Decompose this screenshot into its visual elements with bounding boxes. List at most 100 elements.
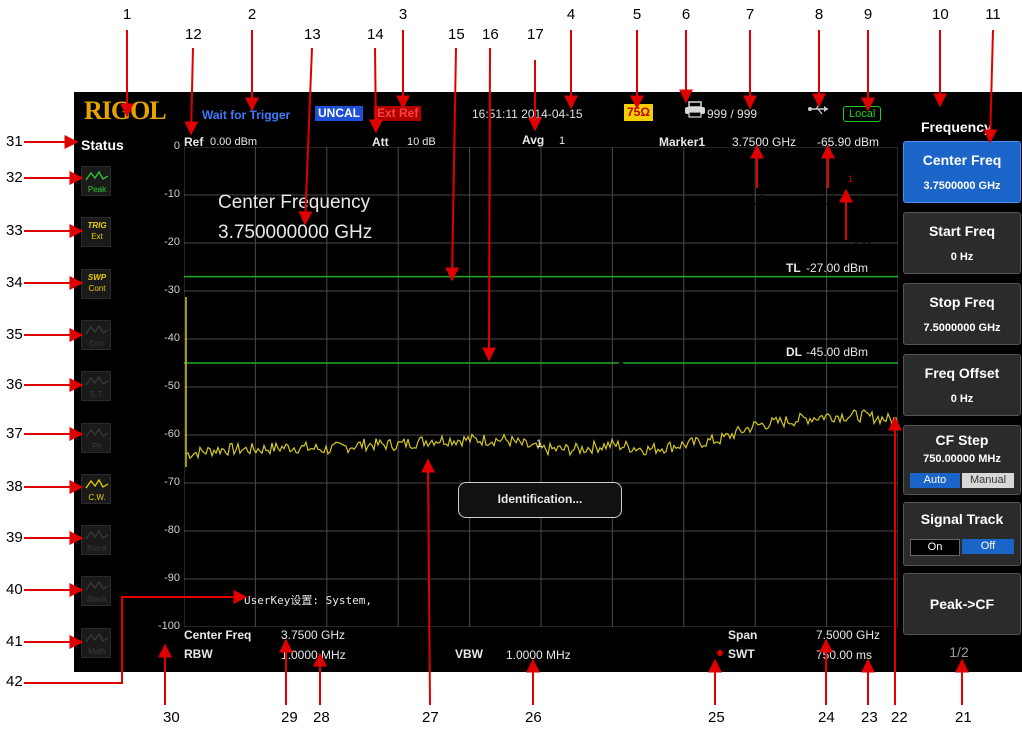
center-freq-key-label: Center Freq	[922, 152, 1002, 168]
callout-number-3: 3	[398, 6, 408, 23]
status-icon-bottom: C.W.	[88, 492, 106, 502]
status-icon-bottom: Math	[88, 646, 106, 656]
uncal-badge: UNCAL	[315, 106, 363, 121]
cf-step-key-label: CF Step	[935, 432, 989, 448]
callout-number-25: 25	[708, 709, 725, 726]
center-freq-key[interactable]: Center Freq 3.7500000 GHz	[903, 141, 1021, 203]
dl-value: -45.00 dBm	[806, 345, 869, 359]
cf-step-key[interactable]: CF Step 750.00000 MHz Auto Manual	[903, 425, 1021, 495]
status-icon-cw: C.W.	[81, 473, 111, 504]
status-icon-bottom: Peak	[87, 185, 107, 194]
cf-step-key-value: 750.00000 MHz	[923, 453, 1001, 465]
footer-vbw-value: 1.0000 MHz	[506, 648, 571, 662]
callout-number-38: 38	[6, 478, 23, 495]
stop-freq-key[interactable]: Stop Freq 7.5000000 GHz	[903, 283, 1021, 345]
footer-span-label: Span	[728, 628, 758, 642]
y-tick-label: 0	[173, 140, 180, 152]
y-tick-label: -20	[164, 236, 180, 248]
callout-number-12: 12	[185, 26, 202, 43]
status-title: Status	[81, 137, 124, 153]
ext-ref-badge: Ext Ref	[374, 106, 422, 121]
callout-number-37: 37	[6, 425, 23, 442]
grid-lines	[184, 147, 898, 627]
status-icon-bottom: Corr	[89, 338, 105, 348]
y-tick-label: -60	[164, 428, 180, 440]
printer-icon	[685, 101, 705, 118]
status-icon-pa: PA	[81, 422, 111, 453]
footer-center-freq-label: Center Freq	[184, 628, 252, 642]
status-icon-corr: Corr	[81, 319, 111, 350]
status-icon-top: SWP	[87, 272, 107, 282]
callout-number-27: 27	[422, 709, 439, 726]
status-icon-bottom: Blank	[86, 544, 107, 554]
callout-arrow	[482, 47, 497, 362]
signal-track-key[interactable]: Signal Track On Off	[903, 502, 1021, 566]
callout-number-35: 35	[6, 326, 23, 343]
callout-number-18: 18	[749, 192, 766, 209]
center-frequency-title: Center Frequency	[218, 192, 371, 213]
peak-to-cf-key[interactable]: Peak->CF	[903, 573, 1021, 635]
footer-span-value: 7.5000 GHz	[816, 628, 881, 642]
callout-number-21: 21	[955, 709, 972, 726]
callout-number-31: 31	[6, 133, 23, 150]
cf-step-auto-toggle[interactable]: Auto	[910, 473, 960, 488]
y-tick-label: -80	[164, 524, 180, 536]
callout-number-32: 32	[6, 169, 23, 186]
freq-offset-key-value: 0 Hz	[950, 393, 974, 405]
analyzer-screen: RIGOL Wait for Trigger UNCAL Ext Ref 16:…	[74, 92, 1022, 672]
tl-label: TL	[786, 261, 801, 275]
spectrum-graticule	[184, 147, 898, 627]
callout-number-40: 40	[6, 581, 23, 598]
callout-number-41: 41	[6, 633, 23, 650]
signal-track-off-toggle[interactable]: Off	[962, 539, 1014, 554]
cf-step-manual-toggle[interactable]: Manual	[962, 473, 1014, 488]
center-freq-key-value: 3.7500000 GHz	[923, 180, 1001, 192]
status-icon-bottom: Ext	[91, 232, 103, 242]
callout-arrow	[983, 29, 998, 144]
callout-number-19: 19	[820, 192, 837, 209]
callout-arrow	[298, 47, 313, 226]
center-frequency-value: 3.750000000 GHz	[218, 222, 373, 243]
callout-number-24: 24	[818, 709, 835, 726]
callout-number-39: 39	[6, 529, 23, 546]
callout-number-6: 6	[681, 6, 691, 23]
y-tick-label: -100	[157, 620, 180, 632]
status-icon-bottom: Blank	[86, 595, 107, 605]
status-icon-bottom: S.T.	[90, 390, 104, 400]
callout-arrow	[368, 47, 383, 134]
freq-offset-key[interactable]: Freq Offset 0 Hz	[903, 354, 1021, 416]
callout-number-2: 2	[247, 6, 257, 23]
callout-number-17: 17	[527, 26, 544, 43]
y-tick-label: -40	[164, 332, 180, 344]
menu-title: Frequency	[921, 119, 992, 135]
trigger-status: Wait for Trigger	[202, 108, 291, 122]
callout-arrow	[445, 47, 460, 282]
identification-dialog[interactable]: Identification...	[458, 482, 622, 518]
userkey-message: UserKey设置: System,	[244, 594, 372, 607]
identification-text: Identification...	[497, 492, 583, 506]
y-tick-label: -10	[164, 188, 180, 200]
start-freq-key[interactable]: Start Freq 0 Hz	[903, 212, 1021, 274]
print-count: 999 / 999	[707, 107, 758, 121]
callout-number-9: 9	[863, 6, 873, 23]
callout-number-26: 26	[525, 709, 542, 726]
callout-number-23: 23	[861, 709, 878, 726]
callout-number-30: 30	[163, 709, 180, 726]
callout-number-34: 34	[6, 274, 23, 291]
callout-number-10: 10	[932, 6, 949, 23]
callout-number-28: 28	[313, 709, 330, 726]
footer-rbw-label: RBW	[184, 647, 213, 661]
callout-number-20: 20	[854, 232, 871, 249]
callout-arrow	[184, 47, 199, 136]
swt-indicator-dot	[717, 650, 723, 656]
status-icon-peak: Peak	[81, 166, 111, 196]
tl-value: -27.00 dBm	[806, 261, 869, 275]
callout-number-1: 1	[122, 6, 132, 23]
signal-track-on-toggle[interactable]: On	[910, 539, 960, 556]
callout-number-36: 36	[6, 376, 23, 393]
callout-number-13: 13	[304, 26, 321, 43]
trace-marker-label: 1	[536, 438, 543, 450]
ref-label: Ref	[184, 135, 204, 149]
marker-frequency: 3.7500 GHz	[732, 135, 797, 149]
display-line-marker	[616, 360, 626, 367]
